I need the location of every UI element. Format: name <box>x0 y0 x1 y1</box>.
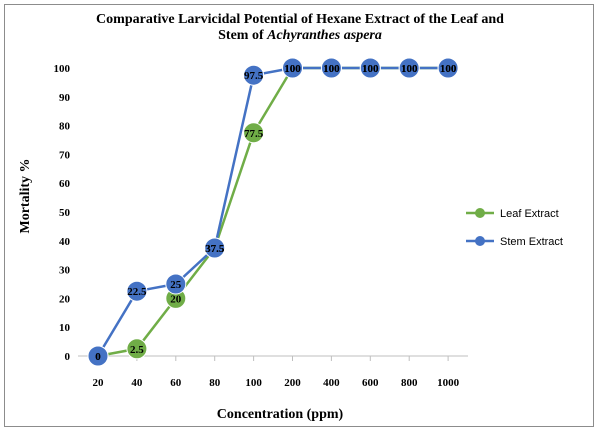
stem-extract-data-label: 100 <box>284 63 301 75</box>
leaf-extract-data-label: 0 <box>95 351 101 363</box>
x-tick-label: 60 <box>170 377 182 389</box>
y-tick-label: 0 <box>65 351 71 363</box>
stem-extract-data-label: 100 <box>401 63 418 75</box>
stem-extract-point <box>87 345 109 367</box>
x-axis-title: Concentration (ppm) <box>217 407 344 422</box>
x-tick-label: 200 <box>284 377 301 389</box>
stem-extract-point <box>359 57 381 79</box>
leaf-extract-legend-marker <box>475 208 485 218</box>
leaf-extract-data-label: 100 <box>284 63 301 75</box>
y-tick-label: 100 <box>54 63 71 75</box>
leaf-extract-data-label: 100 <box>323 63 340 75</box>
x-tick-label: 1000 <box>437 377 460 389</box>
x-tick-label: 40 <box>131 377 143 389</box>
leaf-extract-data-label: 100 <box>440 63 457 75</box>
stem-extract-point <box>126 280 148 302</box>
leaf-extract-data-label: 77.5 <box>244 128 264 140</box>
leaf-extract-data-label: 100 <box>401 63 418 75</box>
x-tick-label: 20 <box>93 377 105 389</box>
stem-extract-point <box>282 57 303 79</box>
y-axis-title: Mortality % <box>18 158 33 233</box>
stem-extract-legend-label: Stem Extract <box>500 236 563 248</box>
y-tick-label: 10 <box>59 322 71 334</box>
legend: Leaf Extract Stem Extract <box>466 208 563 248</box>
x-tick-label: 100 <box>245 377 262 389</box>
leaf-extract-point <box>126 338 148 360</box>
stem-extract-point <box>320 57 342 79</box>
leaf-extract-data-label: 37.5 <box>205 243 225 255</box>
y-tick-label: 80 <box>59 121 71 133</box>
stem-extract-data-label: 25 <box>170 279 182 291</box>
chart-title: Comparative Larvicidal Potential of Hexa… <box>40 12 560 44</box>
stem-extract-data-label: 97.5 <box>244 70 264 82</box>
y-tick-label: 30 <box>59 265 71 277</box>
stem-extract-point <box>165 273 187 295</box>
leaf-extract-data-label: 2.5 <box>130 344 144 356</box>
stem-extract-data-label: 22.5 <box>127 286 147 298</box>
chart-title-line-1: Comparative Larvicidal Potential of Hexa… <box>96 12 504 27</box>
leaf-extract-legend-label: Leaf Extract <box>500 208 559 220</box>
y-tick-label: 20 <box>59 293 71 305</box>
chart-title-prefix: Stem of <box>218 28 268 43</box>
x-tick-label: 600 <box>362 377 379 389</box>
stem-extract-legend-marker <box>475 236 485 246</box>
chart-title-species: Achyranthes aspera <box>267 28 382 43</box>
stem-extract-point <box>243 64 265 86</box>
leaf-extract-line <box>97 66 449 358</box>
stem-extract-data-label: 100 <box>362 63 379 75</box>
leaf-extract-data-label: 20 <box>170 293 182 305</box>
stem-extract-point <box>204 237 226 259</box>
stem-extract-point <box>437 57 459 79</box>
chart-title-line-2: Stem of Achyranthes aspera <box>40 28 560 44</box>
x-tick-label: 400 <box>323 377 340 389</box>
y-tick-label: 90 <box>59 92 71 104</box>
x-tick-label: 80 <box>209 377 221 389</box>
stem-extract-data-label: 100 <box>323 63 340 75</box>
stem-extract-data-label: 100 <box>440 63 457 75</box>
y-tick-label: 70 <box>59 149 71 161</box>
stem-extract-line <box>96 66 449 357</box>
stem-extract-point <box>398 57 420 79</box>
y-tick-label: 60 <box>59 178 71 190</box>
stem-extract-data-label: 37.5 <box>205 243 225 255</box>
stem-extract-data-label: 0 <box>95 351 101 363</box>
leaf-extract-data-label: 100 <box>362 63 379 75</box>
y-tick-label: 40 <box>59 236 71 248</box>
leaf-extract-point <box>243 122 265 144</box>
y-tick-label: 50 <box>59 207 71 219</box>
x-tick-label: 800 <box>401 377 418 389</box>
